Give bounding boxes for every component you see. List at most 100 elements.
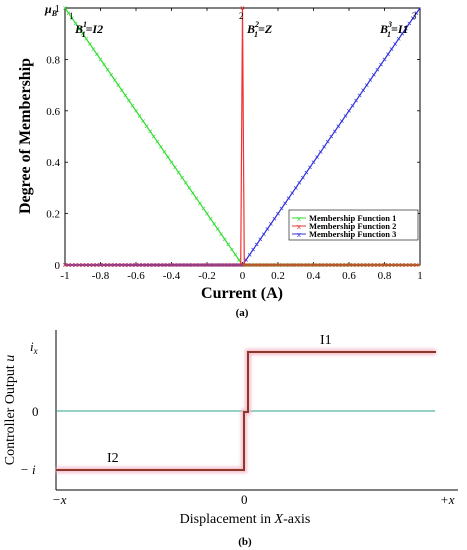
series-marker <box>208 216 213 221</box>
peak-label-1: B1 1=I2 <box>74 20 103 39</box>
chart-a-y-axis-label: Degree of Membership <box>17 58 34 214</box>
series-marker <box>364 83 369 87</box>
legend-item-2: x Membership Function 2 <box>292 221 396 231</box>
y-tick-label: 0.8 <box>46 54 60 66</box>
legend-box <box>288 209 419 241</box>
chart-a-y-symbol: μB <box>44 2 58 18</box>
series-marker <box>308 165 312 170</box>
x-tick-label: -0.6 <box>127 270 145 282</box>
x-tick-label: 1 <box>417 270 423 282</box>
series-marker <box>233 252 238 257</box>
y-tick-label: 0.2 <box>46 209 60 221</box>
series-marker <box>340 119 344 123</box>
series-marker <box>98 57 103 62</box>
series-marker <box>382 57 387 62</box>
series-marker <box>201 206 206 211</box>
series-marker <box>166 155 170 159</box>
series-marker <box>148 129 153 134</box>
series-marker <box>347 108 351 113</box>
series-marker <box>155 139 160 144</box>
x-tick-label: -1 <box>60 270 69 282</box>
series-marker <box>190 191 195 195</box>
series-marker <box>77 26 82 31</box>
y-tick-label: 1 <box>55 3 61 15</box>
x-tick-label: -0.2 <box>198 270 215 282</box>
x-tick-label: 0.2 <box>271 270 285 282</box>
series-marker <box>372 72 376 77</box>
series-marker <box>265 227 270 231</box>
series-marker <box>80 31 85 36</box>
series-marker <box>400 31 405 36</box>
series-marker <box>301 175 305 180</box>
series-marker <box>290 191 295 195</box>
series-marker <box>318 150 323 154</box>
chart-b-caption: (b) <box>238 536 252 548</box>
legend-item-3: x Membership Function 3 <box>292 229 396 239</box>
step-series <box>56 349 436 473</box>
chart-a-x-axis-label: Current (A) <box>201 285 283 302</box>
series-marker <box>261 232 266 237</box>
series-marker <box>396 36 401 41</box>
series-marker <box>102 62 106 67</box>
y-tick-minus-i: − i <box>20 462 36 477</box>
chart-a: -1 -0.8 -0.6 -0.4 -0.2 0 0.2 0.4 0.6 0.8 1 0 0.2 0.4… <box>17 2 423 319</box>
series-marker <box>112 78 117 82</box>
series-marker <box>386 52 390 57</box>
series-marker <box>251 247 255 252</box>
series-marker <box>240 6 245 10</box>
series-marker <box>176 170 181 175</box>
series-marker <box>279 206 284 211</box>
series-marker <box>272 216 277 221</box>
series-marker <box>95 52 99 57</box>
series-marker <box>183 180 188 185</box>
series-marker <box>375 67 380 72</box>
series-marker <box>73 21 78 26</box>
series-marker <box>237 258 241 262</box>
series-marker <box>137 114 142 118</box>
series-marker <box>127 98 131 103</box>
series-marker <box>230 247 234 252</box>
label-i1: I1 <box>320 333 332 348</box>
series-marker <box>393 42 397 46</box>
series-marker <box>91 47 96 51</box>
series-marker <box>293 186 298 190</box>
series-marker <box>361 88 366 93</box>
series-marker <box>254 242 259 247</box>
series-marker <box>332 129 337 134</box>
peak-index-1: 1 <box>69 11 74 21</box>
series-marker <box>343 114 348 118</box>
series-marker <box>407 21 412 26</box>
x-tick-label: 0 <box>240 270 246 282</box>
series-marker <box>258 237 263 242</box>
x-tick-label: 0.8 <box>378 270 392 282</box>
chart-b: ix 0 − i −x 0 +x I2 I1 Controller Output… <box>3 330 458 548</box>
x-tick-0: 0 <box>241 492 248 507</box>
chart-a-legend: x Membership Function 1 x Membership Fun… <box>288 209 419 241</box>
series-marker <box>144 124 149 129</box>
svg-text:x: x <box>297 215 301 223</box>
series-marker <box>379 62 383 67</box>
chart-b-x-axis-label: Displacement in X-axis <box>180 512 311 527</box>
x-tick-label: -0.4 <box>163 270 181 282</box>
svg-text:x: x <box>297 231 301 239</box>
series-marker <box>297 180 302 185</box>
series-marker <box>411 16 415 21</box>
series-marker <box>116 83 121 87</box>
chart-a-x-axis: -1 -0.8 -0.6 -0.4 -0.2 0 0.2 0.4 0.6 0.8 1 <box>60 8 423 282</box>
series-marker <box>368 78 373 82</box>
series-marker <box>283 201 287 206</box>
x-tick-label: -0.8 <box>92 270 110 282</box>
legend-label-1: Membership Function 1 <box>309 213 396 223</box>
series-marker <box>187 186 192 190</box>
y-tick-label: 0.6 <box>46 106 60 118</box>
x-tick-minus-x: −x <box>52 492 67 507</box>
series-marker <box>63 6 67 10</box>
series-marker <box>329 134 334 139</box>
series-marker <box>119 88 124 93</box>
series-marker <box>244 258 248 262</box>
label-i2: I2 <box>107 451 119 466</box>
series-marker <box>151 134 156 139</box>
legend-label-2: Membership Function 2 <box>309 221 396 231</box>
series-marker <box>354 98 358 103</box>
